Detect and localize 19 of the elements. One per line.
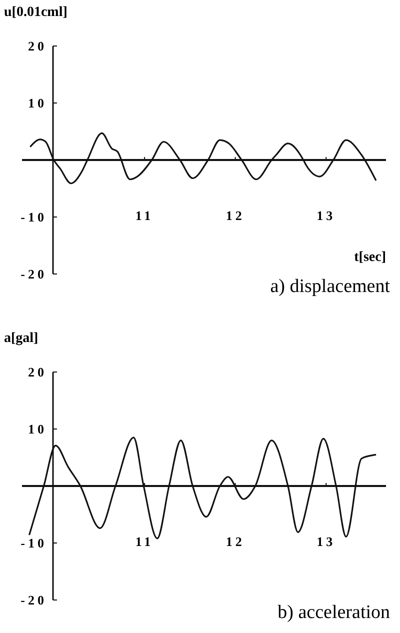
y-tick-label: -20 <box>20 266 47 282</box>
text: a) displacement <box>270 276 391 297</box>
x-tick-label: 13 <box>316 534 336 549</box>
y-tick-label: 10 <box>28 422 47 437</box>
y-tick-label: -10 <box>20 210 47 225</box>
x-tick-label: 12 <box>226 534 245 549</box>
x-axis-title: t[sec] <box>354 250 386 265</box>
y-tick-label: 10 <box>28 96 47 111</box>
y-tick-label: -10 <box>20 536 47 551</box>
x-tick-label: 12 <box>226 208 245 223</box>
y-axis-title: a[gal] <box>4 331 38 346</box>
y-axis-title: u[0.01cml] <box>4 5 68 20</box>
x-tick-label: 11 <box>135 534 154 549</box>
y-tick-label: 20 <box>28 364 47 380</box>
x-tick-label: 11 <box>135 208 154 223</box>
text: b) acceleration <box>278 602 390 623</box>
y-tick-label: -20 <box>20 592 47 608</box>
y-tick-label: 20 <box>28 38 47 54</box>
x-tick-label: 13 <box>316 208 336 223</box>
